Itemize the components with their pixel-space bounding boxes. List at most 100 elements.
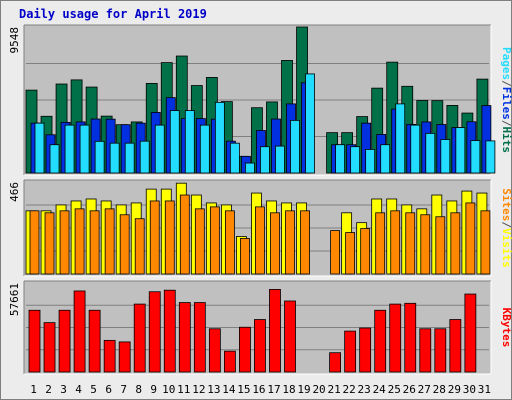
bar-sites-day-27	[420, 214, 431, 275]
bar-kbytes-day-2	[43, 322, 56, 373]
bar-kbytes-day-26	[404, 302, 417, 373]
bar-sites-day-10	[164, 200, 175, 275]
panel-kbytes: 57661 KBytes	[8, 280, 512, 375]
bar-sites-day-1	[29, 210, 40, 275]
bar-pages-day-26	[410, 124, 421, 174]
bar-pages-day-30	[470, 140, 481, 174]
bar-kbytes-day-12	[193, 302, 206, 373]
legend-entry: Sites	[500, 188, 512, 221]
bar-sites-day-16	[255, 206, 265, 275]
x-tick-label: 29	[448, 383, 461, 396]
bar-sites-day-9	[149, 200, 160, 275]
bar-kbytes-day-21	[329, 352, 342, 373]
x-tick-label: 3	[60, 383, 67, 396]
bar-sites-day-2	[44, 212, 55, 275]
panel-legend: KBytes	[500, 308, 512, 348]
bar-kbytes-day-6	[103, 339, 116, 373]
x-tick-label: 9	[150, 383, 157, 396]
x-tick-label: 17	[267, 383, 280, 396]
bar-pages-day-7	[124, 142, 135, 174]
bar-pages-day-19	[305, 73, 315, 174]
legend-entry: /	[500, 80, 512, 87]
bar-kbytes-day-14	[223, 350, 236, 373]
bar-kbytes-day-24	[374, 309, 387, 373]
bar-kbytes-day-16	[254, 319, 266, 373]
bar-kbytes-day-25	[389, 303, 402, 373]
bar-pages-day-21	[335, 144, 346, 174]
x-tick-label: 28	[433, 383, 446, 396]
bar-kbytes-day-4	[73, 290, 86, 373]
bar-pages-day-31	[485, 140, 496, 174]
bar-pages-day-27	[425, 132, 436, 174]
bar-sites-day-14	[224, 210, 235, 275]
x-tick-label: 25	[388, 383, 401, 396]
legend-entry: Hits	[500, 127, 512, 154]
bar-sites-day-7	[119, 214, 130, 275]
x-tick-label: 6	[105, 383, 112, 396]
bar-sites-day-6	[104, 208, 115, 275]
x-tick-label: 1	[30, 383, 37, 396]
bar-sites-day-22	[345, 232, 356, 275]
bar-sites-day-23	[360, 228, 371, 275]
bar-pages-day-2	[49, 144, 60, 174]
bar-sites-day-18	[285, 210, 295, 275]
x-tick-label: 27	[418, 383, 431, 396]
bar-kbytes-day-29	[449, 319, 462, 373]
x-tick-label: 22	[343, 383, 356, 396]
bar-sites-day-30	[465, 202, 476, 275]
bar-pages-day-5	[94, 140, 105, 174]
bar-sites-day-29	[450, 212, 461, 275]
bar-kbytes-day-22	[344, 330, 357, 373]
bar-pages-day-8	[139, 140, 150, 174]
bar-kbytes-day-23	[359, 327, 372, 373]
x-tick-label: 26	[403, 383, 416, 396]
bar-sites-day-3	[59, 210, 70, 275]
x-tick-label: 14	[222, 383, 236, 396]
scale-max-label: 466	[8, 182, 21, 202]
bar-kbytes-day-28	[434, 328, 447, 373]
x-tick-label: 24	[373, 383, 387, 396]
bar-pages-day-12	[199, 124, 210, 174]
bar-kbytes-day-10	[163, 289, 176, 373]
x-tick-label: 7	[120, 383, 127, 396]
panel-visits-sites: 466 Sites/Visits	[8, 179, 512, 277]
bar-pages-day-6	[109, 142, 120, 174]
bar-kbytes-day-3	[58, 309, 71, 373]
legend-entry: /	[500, 221, 512, 228]
bar-pages-day-16	[260, 146, 270, 174]
bar-sites-day-19	[300, 210, 310, 275]
bar-pages-day-10	[169, 110, 180, 174]
x-tick-label: 31	[478, 383, 491, 396]
bar-pages-day-28	[440, 139, 451, 174]
x-tick-label: 10	[162, 383, 175, 396]
bar-sites-day-15	[240, 238, 250, 275]
x-tick-label: 15	[237, 383, 250, 396]
bar-sites-day-11	[179, 194, 190, 275]
bar-pages-day-24	[380, 144, 391, 174]
x-tick-label: 23	[358, 383, 371, 396]
bar-pages-day-11	[184, 110, 195, 174]
bar-pages-day-3	[64, 124, 75, 174]
x-tick-label: 5	[90, 383, 97, 396]
bar-sites-day-25	[390, 210, 401, 275]
bar-pages-day-4	[79, 124, 90, 174]
bar-sites-day-12	[194, 208, 205, 275]
legend-entry: Files	[500, 87, 512, 120]
bar-sites-day-5	[89, 210, 100, 275]
panel-legend: Sites/Visits	[500, 188, 512, 268]
bar-sites-day-8	[134, 218, 145, 275]
page-title: Daily usage for April 2019	[19, 7, 207, 21]
bar-kbytes-day-9	[148, 291, 161, 373]
bar-pages-day-9	[154, 124, 165, 174]
x-tick-label: 8	[135, 383, 142, 396]
bar-pages-day-17	[275, 145, 285, 174]
bar-sites-day-21	[330, 230, 341, 275]
bar-kbytes-day-17	[269, 289, 281, 373]
x-tick-label: 11	[177, 383, 190, 396]
legend-entry: Visits	[500, 228, 512, 268]
bar-sites-day-24	[375, 212, 386, 275]
x-tick-label: 12	[192, 383, 205, 396]
bar-kbytes-day-8	[133, 303, 146, 373]
